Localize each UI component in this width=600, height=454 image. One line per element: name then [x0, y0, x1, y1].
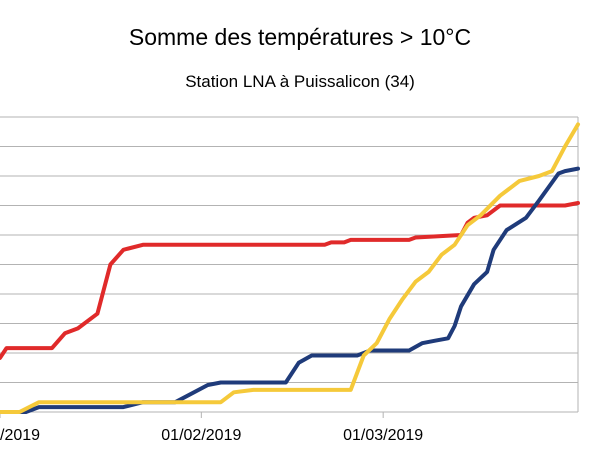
chart-title: Somme des températures > 10°C — [128, 24, 472, 50]
series-line-3 — [0, 122, 580, 414]
x-tick-label: 01/01/2019 — [0, 427, 40, 444]
x-tick-label: 01/03/2019 — [343, 427, 423, 444]
chart-subtitle: Station LNA à Puissalicon (34) — [185, 72, 415, 91]
series-line-1 — [0, 201, 580, 360]
x-tick-label: 01/02/2019 — [161, 427, 241, 444]
